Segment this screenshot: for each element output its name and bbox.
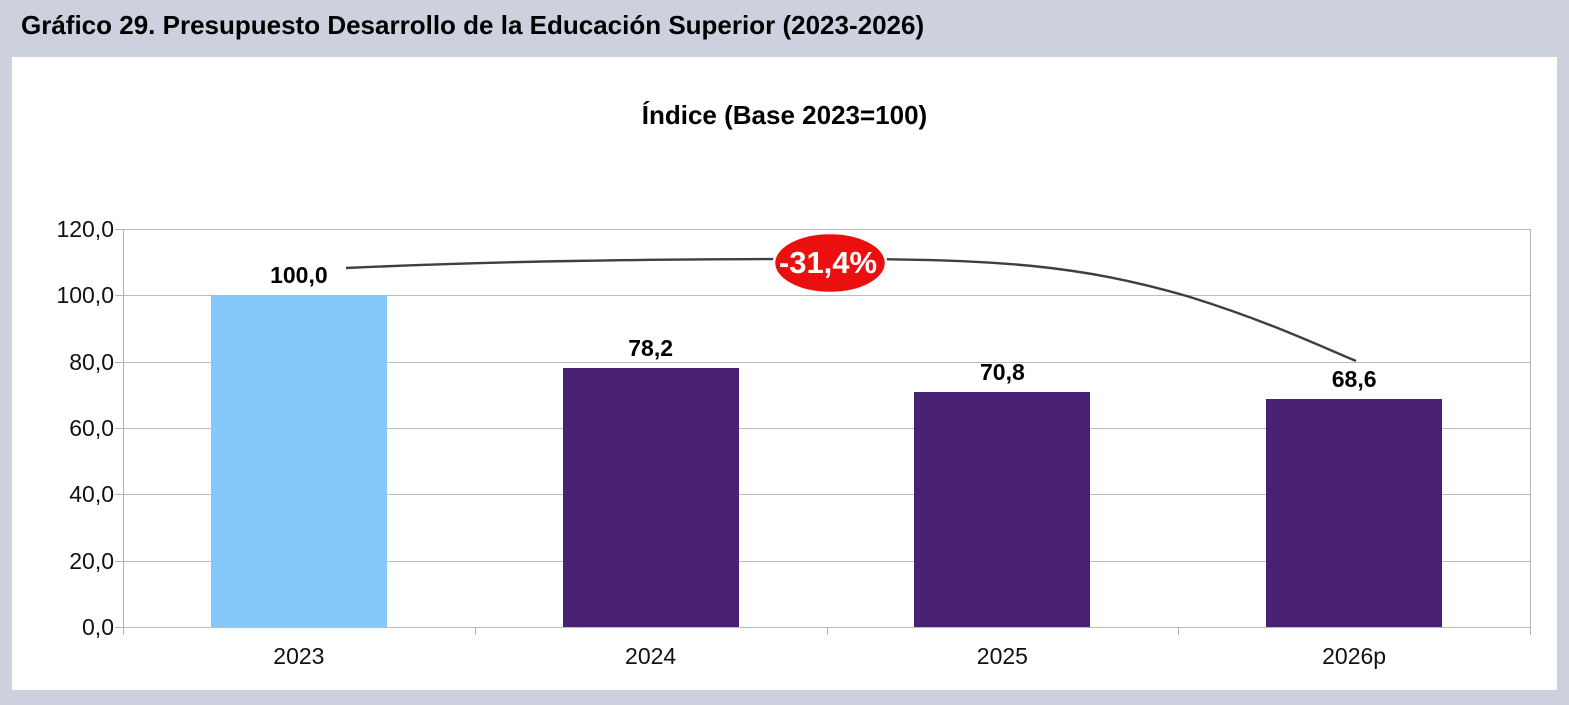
y-axis-label: 80,0 <box>69 348 114 375</box>
bar-2026p <box>1266 399 1443 627</box>
bar-value-label-2026p: 68,6 <box>1331 366 1377 393</box>
page-title: Gráfico 29. Presupuesto Desarrollo de la… <box>21 10 925 40</box>
gridline-y120 <box>123 229 1530 230</box>
gridline-y80 <box>123 361 1530 363</box>
y-axis-tick <box>115 494 123 496</box>
bar-2024 <box>562 367 739 627</box>
y-axis-tick <box>115 560 123 562</box>
x-axis-label-2023: 2023 <box>273 643 325 669</box>
bar-value-label-2025: 70,8 <box>979 359 1025 386</box>
bar-2023 <box>210 295 387 627</box>
gridline-y60 <box>123 428 1530 429</box>
y-axis-tick <box>115 627 123 628</box>
y-axis-label: 60,0 <box>69 415 114 441</box>
x-axis-tick <box>123 627 124 635</box>
y-axis-label: 100,0 <box>56 282 114 309</box>
gridline-y40 <box>123 494 1530 496</box>
y-axis-label: 120,0 <box>56 216 114 242</box>
x-axis-tick <box>826 627 828 635</box>
x-axis-tick <box>1530 627 1531 635</box>
plot-right-border <box>1530 229 1531 628</box>
chart-title: Índice (Base 2023=100) <box>641 100 928 130</box>
y-axis-tick <box>115 361 123 363</box>
bar-value-label-2024: 78,2 <box>628 334 673 361</box>
y-axis-label: 20,0 <box>69 547 114 574</box>
x-axis-tick <box>474 627 476 635</box>
bar-2025 <box>914 392 1091 627</box>
annotation-label: -31,4% <box>778 245 878 280</box>
y-axis-label: 0,0 <box>82 614 114 640</box>
y-axis-tick <box>115 229 123 230</box>
x-axis-tick <box>1178 627 1180 635</box>
bar-value-label-2023: 100,0 <box>270 262 328 289</box>
x-axis-label-2025: 2025 <box>976 643 1028 669</box>
y-axis-line <box>123 229 124 627</box>
x-axis-label-2024: 2024 <box>625 643 677 669</box>
gridline-y20 <box>123 560 1530 562</box>
y-axis-label: 40,0 <box>69 481 114 508</box>
y-axis-tick <box>115 295 123 297</box>
x-axis-label-2026p: 2026p <box>1322 643 1387 669</box>
y-axis-tick <box>115 428 123 429</box>
